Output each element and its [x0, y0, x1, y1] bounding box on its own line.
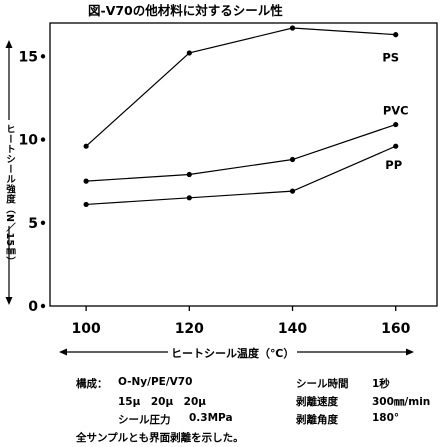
- y-tick-dot-5: [40, 220, 46, 225]
- data-point-ps-120: [186, 50, 192, 56]
- pressure-value: 0.3MPa: [189, 412, 233, 424]
- y-tick-label-15: 15: [19, 49, 38, 65]
- data-point-ps-140: [289, 25, 296, 31]
- speed-label: 剥離速度: [296, 396, 338, 408]
- data-point-pp-100: [83, 201, 89, 208]
- plot-frame: [49, 22, 438, 307]
- data-point-pvc-100: [83, 178, 89, 184]
- x-tick-label-160: 160: [381, 321, 410, 337]
- angle-label: 剥離角度: [296, 414, 338, 426]
- y-axis-label-arrow: [5, 40, 13, 305]
- y-tick-label-10: 10: [19, 133, 39, 149]
- x-axis-label: ヒートシール温度（℃）: [168, 345, 298, 361]
- thickness-value: 15μ 20μ 20μ: [118, 396, 207, 408]
- series-label-pvc: PVC: [383, 104, 409, 118]
- data-point-ps-100: [83, 143, 89, 149]
- time-value: 1秒: [372, 378, 390, 390]
- y-tick-dot-15: [40, 54, 46, 59]
- composition-value: O-Ny/PE/V70: [118, 376, 193, 388]
- composition-label: 構成：: [76, 378, 108, 390]
- data-point-pvc-140: [289, 156, 296, 163]
- series-line-pvc: [86, 123, 396, 182]
- angle-value: 180°: [372, 412, 400, 424]
- y-tick-label-0: 0: [28, 299, 38, 315]
- series-line-pp: [86, 145, 396, 206]
- y-tick-dot-10: [40, 137, 46, 142]
- data-point-pp-140: [289, 188, 296, 194]
- test-conditions: 構成： O-Ny/PE/V70 15μ 20μ 20μ シール圧力 0.3MPa…: [0, 372, 448, 447]
- y-tick-dot-0: [40, 303, 46, 309]
- series-label-pp: PP: [385, 158, 402, 172]
- x-tick-label-100: 100: [72, 321, 101, 337]
- data-point-ps-160: [393, 32, 399, 38]
- y-axis-label: ヒートシール強度（N／15㎜）: [4, 124, 15, 267]
- x-tick-label-140: 140: [278, 321, 307, 337]
- time-label: シール時間: [296, 378, 349, 390]
- speed-value: 300㎜/min: [372, 396, 431, 408]
- x-axis-label-area: ヒートシール温度（℃）: [0, 345, 448, 361]
- data-point-pvc-160: [393, 121, 399, 128]
- y-axis-label-area: ヒートシール強度（N／15㎜）: [0, 40, 18, 306]
- data-point-pp-160: [393, 143, 399, 149]
- chart-title: 図-V70の他材料に対するシール性: [88, 3, 283, 18]
- data-point-pp-120: [186, 195, 192, 201]
- series-label-ps: PS: [382, 51, 399, 65]
- x-tick-label-120: 120: [175, 321, 204, 337]
- footnote: 全サンプルとも界面剥離を示した。: [76, 432, 244, 444]
- y-tick-label-5: 5: [28, 216, 38, 232]
- data-point-pvc-120: [186, 171, 192, 178]
- series-line-ps: [85, 27, 396, 147]
- pressure-label: シール圧力: [118, 414, 171, 426]
